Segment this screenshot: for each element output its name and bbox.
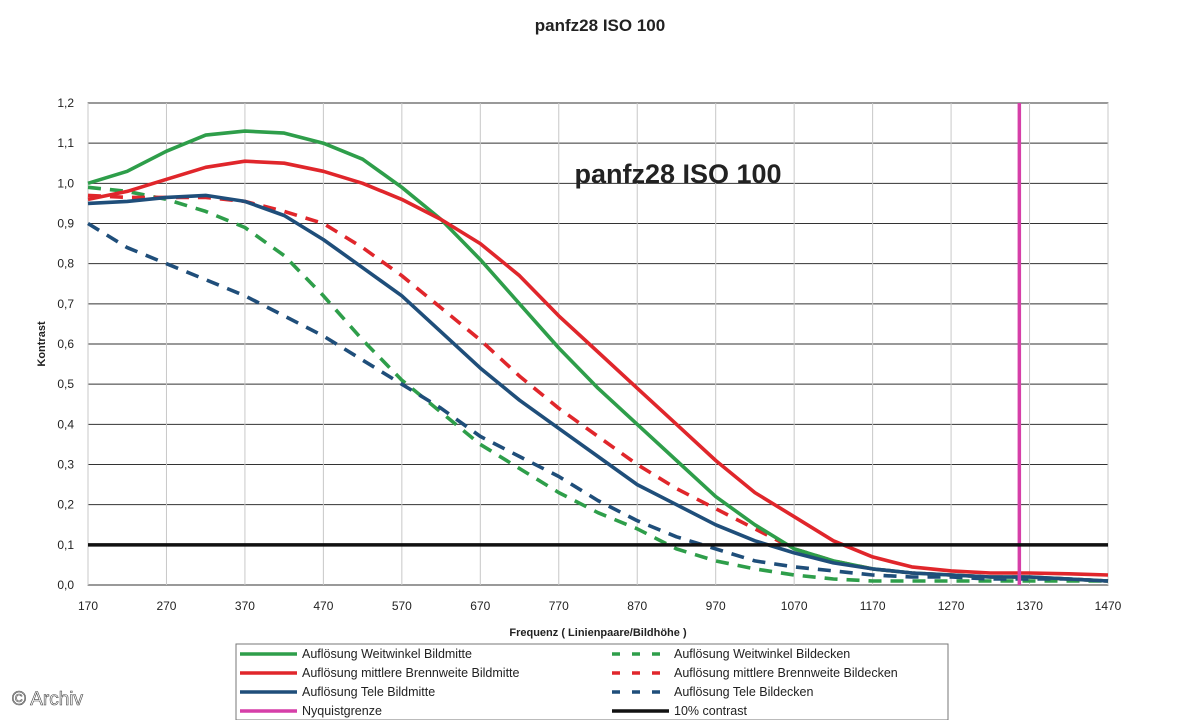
x-tick-label: 1170 bbox=[860, 599, 886, 613]
y-tick-label: 0,4 bbox=[57, 417, 74, 431]
x-tick-label: 670 bbox=[470, 599, 490, 613]
y-tick-label: 0,6 bbox=[57, 337, 74, 351]
grid bbox=[87, 102, 1109, 586]
y-tick-label: 0,2 bbox=[57, 498, 74, 512]
x-tick-label: 1070 bbox=[781, 599, 808, 613]
x-tick-label: 1270 bbox=[938, 599, 965, 613]
series-line-2 bbox=[87, 159, 1109, 577]
x-tick-label: 370 bbox=[235, 599, 255, 613]
x-axis-label: Frequenz ( Linienpaare/Bildhöhe ) bbox=[509, 627, 687, 639]
y-tick-label: 0,9 bbox=[57, 217, 74, 231]
series-line-6 bbox=[87, 221, 1109, 583]
axis-ticks: 0,0 0,1 0,2 0,3 0,4 0,5 0,6 0,7 0,8 0,9 1,0 1,1 1,2 1… bbox=[57, 96, 1121, 613]
legend-label: Auflösung Weitwinkel Bildecken bbox=[674, 647, 850, 661]
x-tick-label: 570 bbox=[392, 599, 412, 613]
legend-label: Auflösung mittlere Brennweite Bildecken bbox=[674, 666, 898, 680]
x-tick-label: 970 bbox=[706, 599, 726, 613]
x-tick-label: 770 bbox=[549, 599, 569, 613]
legend-label: 10% contrast bbox=[674, 704, 747, 718]
y-tick-label: 0,5 bbox=[57, 377, 74, 391]
series-line-4 bbox=[87, 185, 1108, 583]
legend-label: Nyquistgrenze bbox=[302, 704, 382, 718]
x-tick-label: 870 bbox=[627, 599, 647, 613]
archive-watermark: © Archiv bbox=[12, 689, 84, 710]
y-tick-label: 1,2 bbox=[57, 96, 74, 110]
legend-label: Auflösung mittlere Brennweite Bildmitte bbox=[302, 666, 520, 680]
x-tick-label: 170 bbox=[78, 599, 98, 613]
x-tick-label: 470 bbox=[313, 599, 333, 613]
legend: Auflösung Weitwinkel Bildmitte Auflösung … bbox=[240, 647, 898, 718]
x-tick-label: 270 bbox=[156, 599, 176, 613]
reference-lines bbox=[88, 103, 1108, 585]
legend-label: Auflösung Tele Bildecken bbox=[674, 685, 813, 699]
y-tick-label: 1,1 bbox=[57, 136, 74, 150]
legend-label: Auflösung Weitwinkel Bildmitte bbox=[302, 647, 472, 661]
y-tick-label: 0,0 bbox=[57, 578, 74, 592]
y-tick-label: 1,0 bbox=[57, 176, 74, 190]
y-tick-label: 0,7 bbox=[57, 297, 74, 311]
legend-label: Auflösung Tele Bildmitte bbox=[302, 685, 435, 699]
inner-chart-title: panfz28 ISO 100 bbox=[574, 159, 781, 189]
chart-title: panfz28 ISO 100 bbox=[535, 16, 665, 35]
y-tick-label: 0,1 bbox=[57, 538, 74, 552]
y-tick-label: 0,8 bbox=[57, 257, 74, 271]
legend-box bbox=[235, 643, 949, 720]
x-tick-label: 1370 bbox=[1016, 599, 1043, 613]
y-tick-label: 0,3 bbox=[57, 458, 74, 472]
series-lines bbox=[87, 129, 1109, 583]
series-line-3 bbox=[87, 193, 1109, 583]
y-axis-label: Kontrast bbox=[36, 321, 48, 367]
x-tick-label: 1470 bbox=[1095, 599, 1122, 613]
